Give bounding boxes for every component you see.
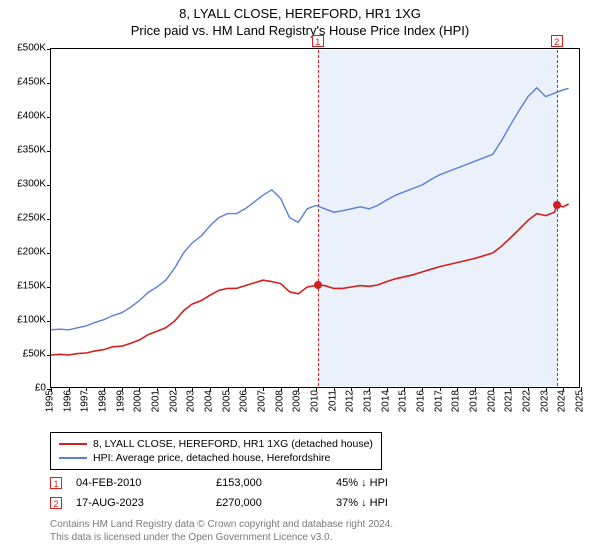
sale-delta-1: 45% ↓ HPI [336, 477, 388, 489]
x-axis-label: 2005 [221, 390, 232, 412]
legend-label-hpi: HPI: Average price, detached house, Here… [93, 452, 330, 464]
x-axis-label: 2014 [380, 390, 391, 412]
x-axis-label: 2004 [204, 390, 215, 412]
x-axis-label: 2002 [168, 390, 179, 412]
x-axis-label: 2011 [327, 390, 338, 412]
sale-dot-2 [553, 201, 561, 209]
sale-row-1: 1 04-FEB-2010 £153,000 45% ↓ HPI [50, 474, 388, 492]
sale-dot-1 [314, 281, 322, 289]
chart-title-address: 8, LYALL CLOSE, HEREFORD, HR1 1XG [0, 6, 600, 21]
legend-swatch-hpi [59, 457, 87, 459]
sale-date-1: 04-FEB-2010 [76, 477, 216, 489]
chart-container: 8, LYALL CLOSE, HEREFORD, HR1 1XG Price … [0, 0, 600, 560]
y-axis-label: £500K [17, 43, 46, 54]
x-axis-label: 2019 [469, 390, 480, 412]
chart-area: 1 2 £0£50K£100K£150K£200K£250K£300K£350K… [50, 48, 580, 388]
x-axis-label: 1998 [98, 390, 109, 412]
x-axis-label: 1997 [80, 390, 91, 412]
sale-price-2: £270,000 [216, 497, 336, 509]
legend-label-property: 8, LYALL CLOSE, HEREFORD, HR1 1XG (detac… [93, 438, 373, 450]
sale-date-2: 17-AUG-2023 [76, 497, 216, 509]
x-axis-label: 2003 [186, 390, 197, 412]
y-axis-label: £200K [17, 247, 46, 258]
footer-line-1: Contains HM Land Registry data © Crown c… [50, 518, 393, 531]
sale-delta-2: 37% ↓ HPI [336, 497, 388, 509]
sale-row-marker-2: 2 [50, 497, 62, 509]
x-axis-label: 2009 [292, 390, 303, 412]
x-axis-label: 1996 [62, 390, 73, 412]
x-axis-label: 2016 [416, 390, 427, 412]
x-axis-label: 2017 [433, 390, 444, 412]
legend-row-property: 8, LYALL CLOSE, HEREFORD, HR1 1XG (detac… [59, 437, 373, 451]
title-block: 8, LYALL CLOSE, HEREFORD, HR1 1XG Price … [0, 0, 600, 38]
x-axis-label: 2000 [133, 390, 144, 412]
legend-swatch-property [59, 443, 87, 445]
plot-frame: 1 2 [50, 48, 580, 388]
legend-row-hpi: HPI: Average price, detached house, Here… [59, 451, 373, 465]
y-axis-label: £300K [17, 179, 46, 190]
x-axis-label: 2021 [504, 390, 515, 412]
x-axis-label: 2022 [522, 390, 533, 412]
legend: 8, LYALL CLOSE, HEREFORD, HR1 1XG (detac… [50, 432, 382, 470]
x-axis-label: 2010 [310, 390, 321, 412]
y-axis-label: £350K [17, 145, 46, 156]
x-axis-label: 2020 [486, 390, 497, 412]
chart-subtitle: Price paid vs. HM Land Registry's House … [0, 23, 600, 38]
x-axis-label: 2023 [539, 390, 550, 412]
x-axis-label: 2007 [257, 390, 268, 412]
x-axis-label: 2025 [575, 390, 586, 412]
footer-attribution: Contains HM Land Registry data © Crown c… [50, 518, 393, 544]
y-axis-label: £400K [17, 111, 46, 122]
sale-marker-box-2: 2 [551, 35, 563, 47]
x-axis-label: 2015 [398, 390, 409, 412]
sale-records: 1 04-FEB-2010 £153,000 45% ↓ HPI 2 17-AU… [50, 474, 388, 514]
sale-row-marker-1: 1 [50, 477, 62, 489]
y-axis-label: £450K [17, 77, 46, 88]
x-axis-label: 2008 [274, 390, 285, 412]
line-series-svg [51, 49, 581, 389]
footer-line-2: This data is licensed under the Open Gov… [50, 531, 393, 544]
x-axis-label: 2018 [451, 390, 462, 412]
x-axis-label: 2012 [345, 390, 356, 412]
x-axis-label: 1995 [45, 390, 56, 412]
sale-price-1: £153,000 [216, 477, 336, 489]
sale-row-2: 2 17-AUG-2023 £270,000 37% ↓ HPI [50, 494, 388, 512]
y-axis-label: £250K [17, 213, 46, 224]
x-axis-label: 1999 [115, 390, 126, 412]
sale-marker-box-1: 1 [312, 35, 324, 47]
y-axis-label: £150K [17, 281, 46, 292]
x-axis-label: 2006 [239, 390, 250, 412]
y-axis-label: £50K [23, 349, 46, 360]
y-axis-label: £100K [17, 315, 46, 326]
x-axis-label: 2024 [557, 390, 568, 412]
x-axis-label: 2013 [363, 390, 374, 412]
x-axis-label: 2001 [151, 390, 162, 412]
